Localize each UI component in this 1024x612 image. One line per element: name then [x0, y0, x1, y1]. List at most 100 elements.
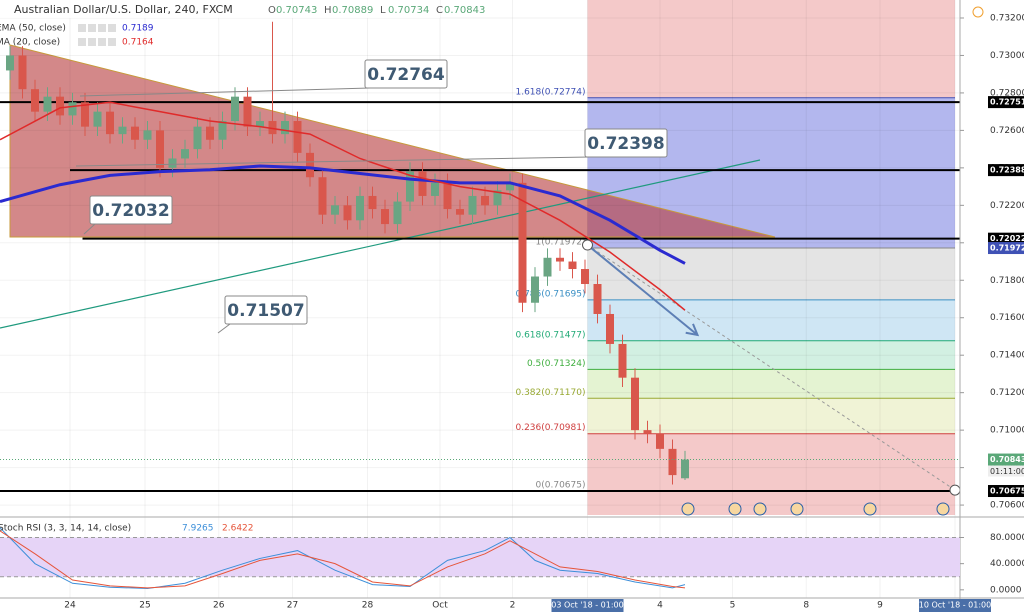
candle-body	[606, 313, 614, 344]
stoch-k: 7.9265	[182, 524, 214, 534]
price-label-box	[988, 242, 1024, 255]
price-label: 0.71972	[990, 244, 1024, 253]
candle-body	[281, 121, 289, 135]
candle-body	[43, 96, 52, 112]
callout-box	[89, 195, 173, 225]
y-tick-label: 0.71000	[990, 426, 1024, 436]
candle-body	[343, 205, 352, 221]
stoch-line	[0, 527, 686, 590]
candle-body	[156, 130, 164, 168]
trendline	[0, 159, 761, 329]
indicator-button[interactable]	[88, 24, 96, 32]
indicator-button[interactable]	[98, 38, 106, 46]
callout-box	[224, 295, 308, 325]
candle-body	[143, 130, 152, 140]
candle-body	[131, 126, 139, 140]
fib-label: 0.5(0.71324)	[527, 359, 586, 369]
candle-body	[618, 343, 627, 378]
symbol-title: Australian Dollar/U.S. Dollar, 240, FXCM	[14, 3, 233, 16]
ohlc-value: 0.70734	[388, 5, 429, 16]
fib-label: 0.618(0.71477)	[515, 330, 585, 340]
candle-body	[493, 190, 502, 206]
callout-pointer	[75, 156, 591, 167]
indicator-button[interactable]	[78, 38, 86, 46]
price-label-box	[988, 453, 1024, 466]
fib-zone	[587, 433, 955, 492]
y-tick-label: 0.73200	[990, 13, 1024, 23]
candle-body	[656, 433, 664, 449]
candle-body	[256, 121, 264, 127]
candle-body	[331, 205, 339, 215]
indicator-button[interactable]	[98, 24, 106, 32]
x-tick-label: 4	[657, 601, 663, 611]
candle-body	[593, 284, 602, 314]
y-tick-label: 0.72200	[990, 201, 1024, 211]
candle-body	[368, 195, 377, 210]
candle-body	[206, 126, 214, 140]
fib-zone	[587, 491, 955, 515]
callout-pointer	[79, 87, 371, 97]
legend: Australian Dollar/U.S. Dollar, 240, FXCM…	[0, 0, 984, 48]
candle-body	[443, 182, 452, 210]
callout-pointer	[83, 223, 96, 235]
indicator-label: EMA (50, close)	[0, 24, 66, 34]
stoch-band	[0, 537, 960, 577]
y-tick-label: 0.73000	[990, 51, 1024, 61]
candle-body	[18, 55, 27, 90]
fib-zone	[587, 340, 955, 370]
x-tick-label: Oct	[432, 601, 448, 611]
anchor-point	[949, 484, 961, 496]
anchor-point	[582, 239, 593, 251]
stoch-tick-label: 0.0000	[990, 585, 1022, 595]
ohlc-value: 0.70743	[276, 5, 317, 16]
callout-pointer	[217, 323, 231, 334]
fib-label: 1(0.71972)	[536, 238, 586, 248]
fib-label: 0.236(0.70981)	[515, 423, 585, 433]
candle-body	[568, 261, 577, 270]
candle-body	[31, 89, 39, 112]
y-tick-label: 0.71200	[990, 388, 1024, 398]
event-icon	[753, 502, 767, 516]
price-pane: 1.618(0.72774) 1(0.71972) 0.786(0.71695) 0.…	[0, 0, 961, 598]
price-label-box	[988, 232, 1024, 245]
x-tick-label: 25	[139, 601, 150, 611]
candle-body	[406, 171, 414, 202]
event-icon	[863, 502, 877, 516]
x-tick-label: 26	[213, 601, 225, 611]
price-label: 0.72388	[990, 166, 1024, 175]
candle-body	[168, 158, 177, 168]
event-icon	[936, 502, 950, 516]
candle-body	[318, 177, 327, 215]
legend-bg	[0, 0, 440, 18]
x-tick-label: 8	[803, 601, 809, 611]
callout-label: 0.72398	[587, 134, 664, 154]
candle-body	[418, 171, 427, 196]
candle-body	[193, 126, 202, 150]
ohlc-value: 0.70889	[332, 5, 373, 16]
callout-box	[364, 59, 448, 89]
candle-body	[456, 209, 464, 215]
candle-body	[481, 195, 489, 206]
candle-body	[93, 111, 102, 127]
ohlc-key: L	[380, 5, 386, 16]
alert-icon[interactable]	[972, 6, 984, 18]
candle-body	[56, 96, 64, 116]
candle-body	[243, 96, 252, 127]
stoch-line	[0, 530, 686, 589]
candle-body	[68, 102, 77, 116]
candle-body	[668, 448, 677, 476]
x-tick-label: 10 Oct '18 - 01:00	[919, 601, 992, 610]
indicator-button[interactable]	[108, 24, 116, 32]
ohlc-key: C	[436, 5, 443, 16]
candle-body	[231, 96, 239, 122]
price-label-box	[988, 164, 1024, 177]
y-tick-label: 0.71800	[990, 276, 1024, 286]
indicator-button[interactable]	[88, 38, 96, 46]
indicator-button[interactable]	[108, 38, 116, 46]
candle-body	[543, 257, 552, 277]
x-tick-highlight	[551, 599, 624, 612]
callout-box	[584, 128, 668, 158]
stoch-tick-label: 80.0000	[990, 533, 1024, 543]
x-tick-label: 5	[730, 601, 736, 611]
indicator-button[interactable]	[78, 24, 86, 32]
